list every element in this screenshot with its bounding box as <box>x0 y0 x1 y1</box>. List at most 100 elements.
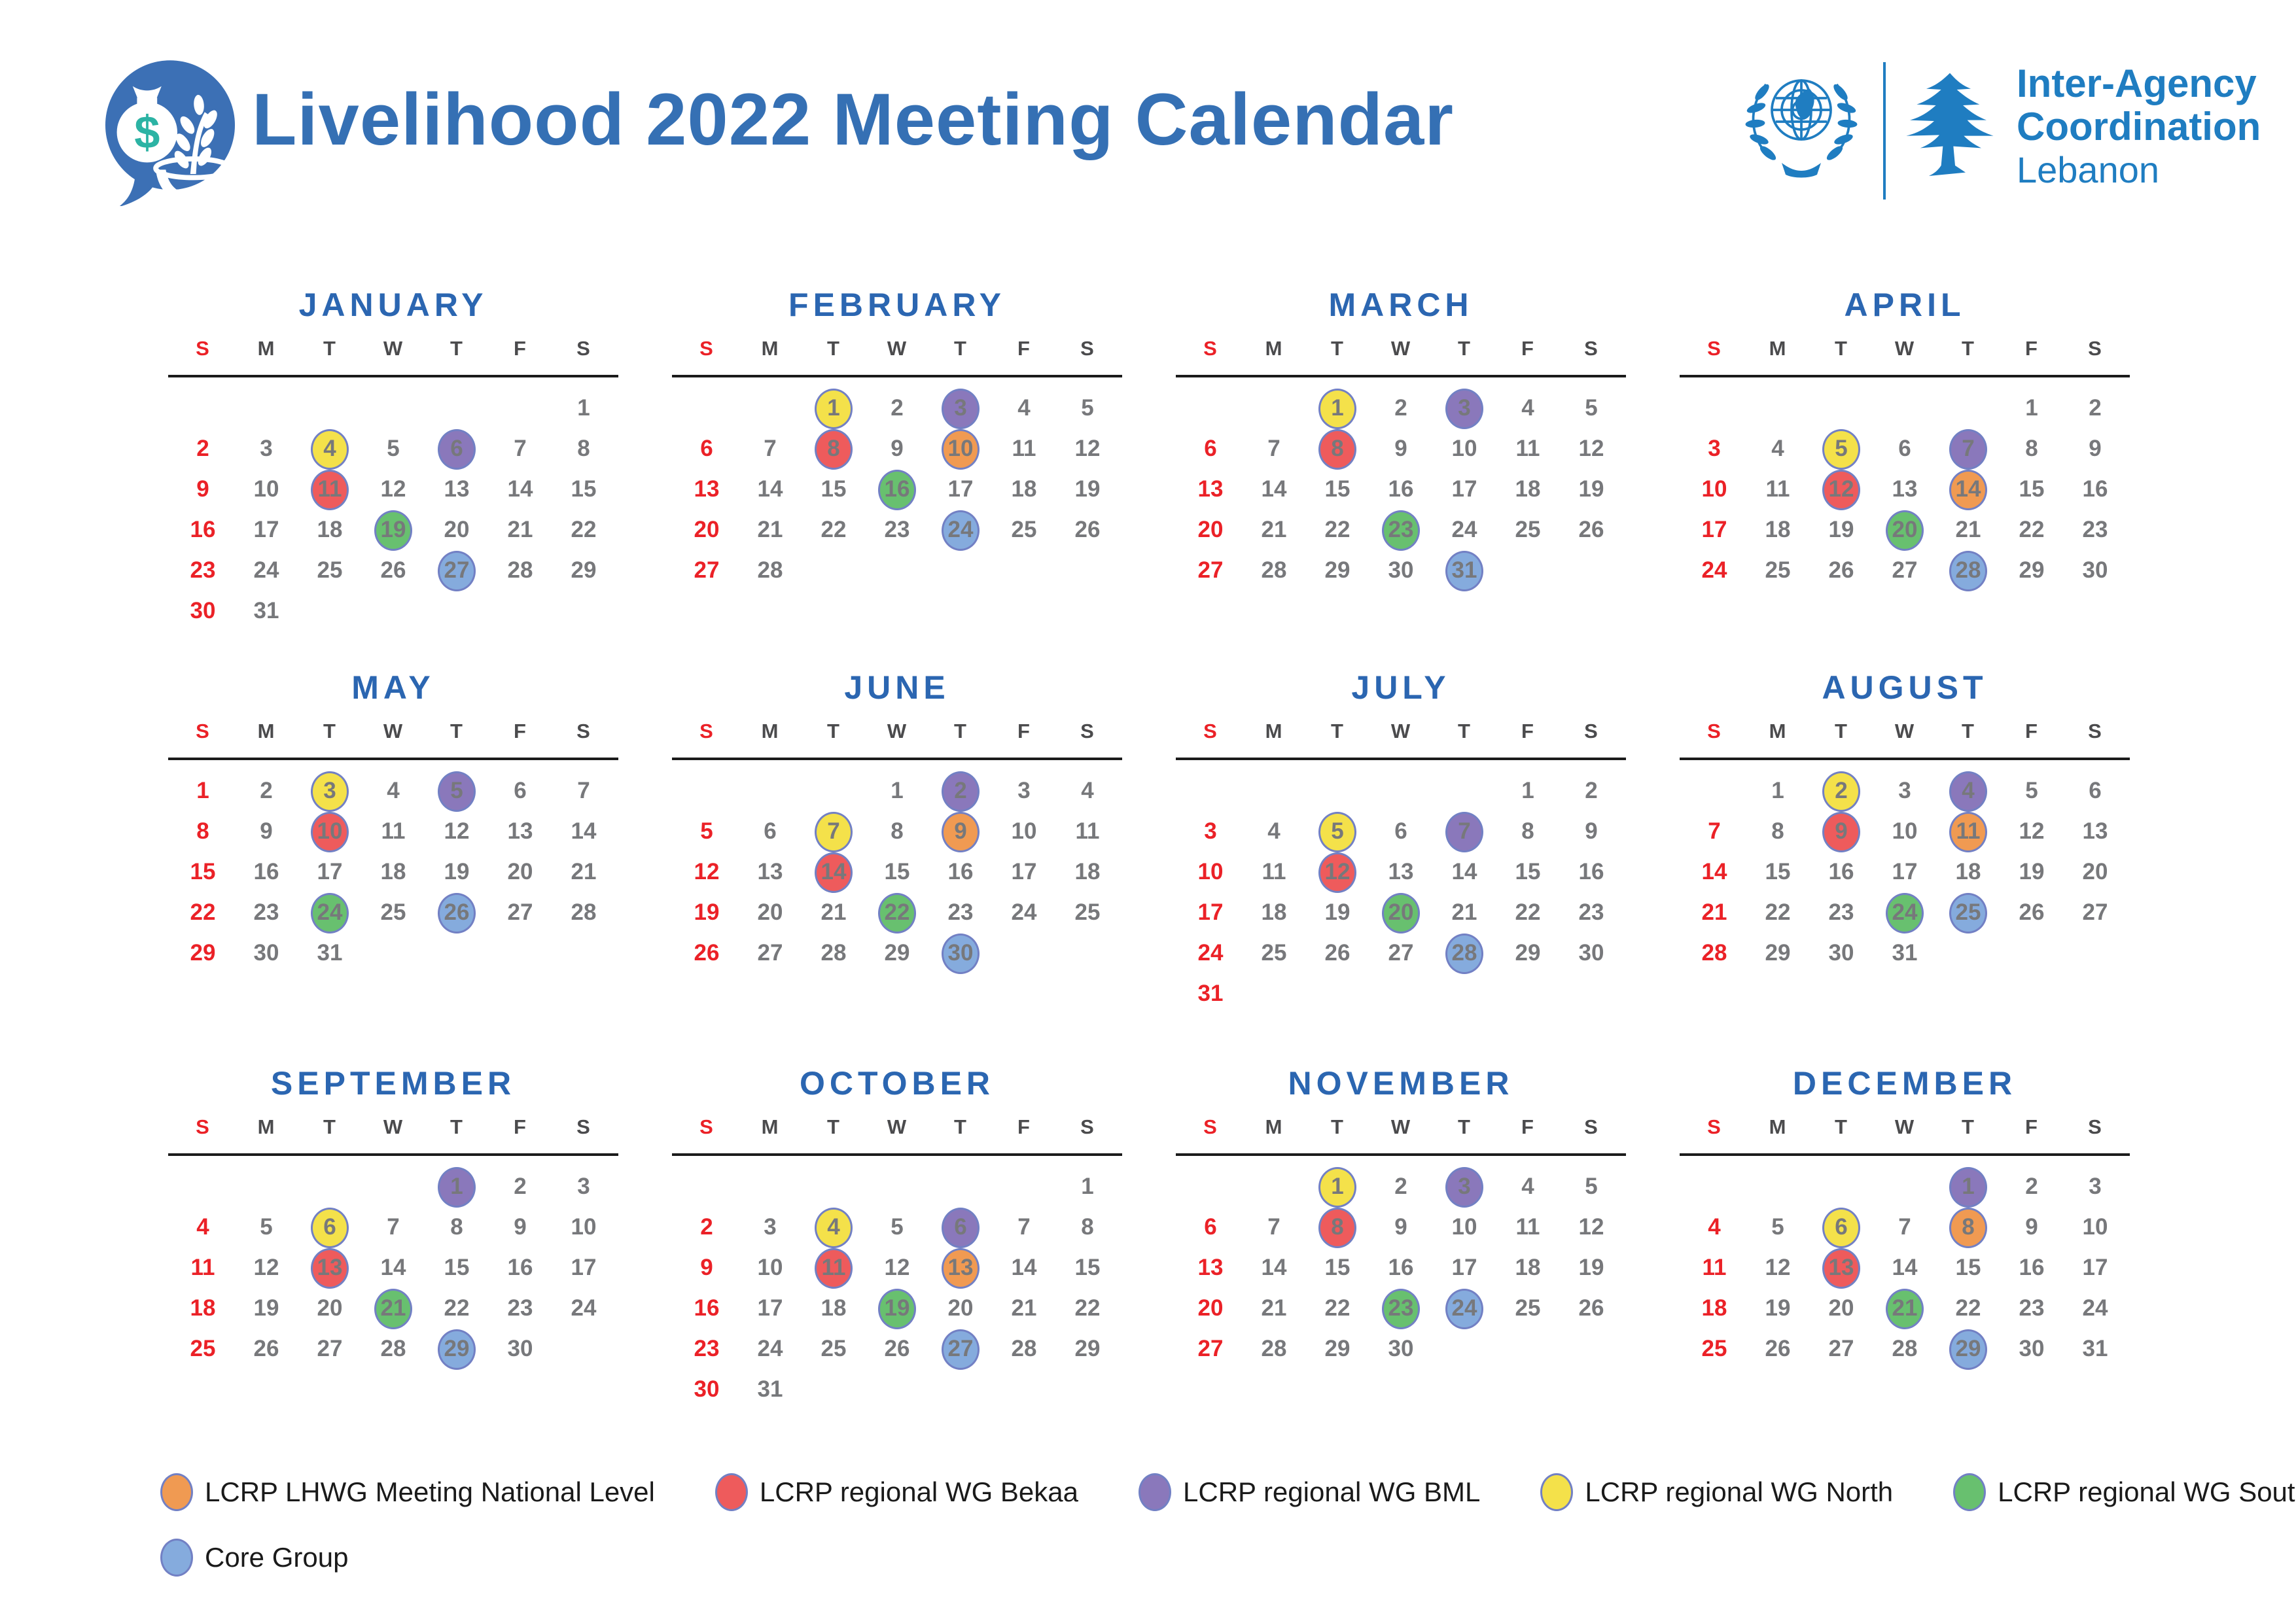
day-number: 29 <box>571 557 597 583</box>
weekday-header: S <box>1584 337 1598 360</box>
day-number: 8 <box>196 818 209 844</box>
event-circle-north <box>1822 429 1860 470</box>
day-number: 29 <box>1765 940 1791 966</box>
event-circle-core <box>942 1329 980 1370</box>
day-number: 26 <box>1578 1295 1604 1321</box>
day-number: 8 <box>1962 1214 1975 1240</box>
weekday-header: F <box>1017 720 1030 742</box>
weekday-header: T <box>450 720 463 742</box>
day-number: 9 <box>260 818 273 844</box>
day-number: 24 <box>317 899 343 925</box>
weekday-header: T <box>1458 1115 1470 1138</box>
day-number: 8 <box>1081 1214 1094 1240</box>
day-number: 2 <box>700 1214 713 1240</box>
day-number: 26 <box>694 940 720 966</box>
weekday-header: S <box>576 720 590 742</box>
day-number: 5 <box>1771 1214 1784 1240</box>
month-february: FEBRUARY S M T W T F S 1 2 3 4 5 6 7 8 9 10 11 12 13 14 15 16 17… <box>671 285 1123 661</box>
month-divider-line <box>672 758 1122 760</box>
day-number: 14 <box>1011 1255 1037 1280</box>
weekday-header: S <box>196 337 209 360</box>
day-number: 19 <box>253 1295 279 1321</box>
event-circle-bekaa <box>815 429 853 470</box>
event-circle-bekaa <box>311 470 349 510</box>
day-number: 9 <box>700 1255 713 1280</box>
legend-label: LCRP regional WG BML <box>1183 1476 1481 1507</box>
day-number: 6 <box>323 1214 336 1240</box>
day-number: 17 <box>1451 476 1477 502</box>
day-number: 24 <box>1451 1295 1477 1321</box>
day-number: 4 <box>387 778 400 803</box>
day-number: 23 <box>1578 899 1604 925</box>
day-number: 16 <box>1388 476 1414 502</box>
day-number: 15 <box>571 476 597 502</box>
day-number: 4 <box>1521 395 1534 421</box>
day-number: 9 <box>1835 818 1848 844</box>
day-number: 17 <box>1451 1255 1477 1280</box>
month-divider-line <box>1680 758 2130 760</box>
day-number: 17 <box>757 1295 783 1321</box>
day-number: 21 <box>507 517 533 542</box>
day-number: 11 <box>1702 1255 1727 1280</box>
day-number: 23 <box>694 1336 720 1361</box>
day-number: 20 <box>757 899 783 925</box>
day-number: 20 <box>1388 899 1414 925</box>
event-circle-bekaa <box>815 1248 853 1289</box>
day-number: 23 <box>1388 1295 1414 1321</box>
un-logo <box>1745 79 1858 178</box>
legend-swatch-north <box>1540 1473 1574 1511</box>
day-number: 1 <box>1081 1174 1094 1199</box>
day-number: 3 <box>1017 778 1031 803</box>
day-number: 23 <box>1388 517 1414 542</box>
weekday-header: T <box>323 337 336 360</box>
day-number: 22 <box>1515 899 1541 925</box>
day-number: 6 <box>1204 1214 1217 1240</box>
day-number: 28 <box>1261 1336 1287 1361</box>
day-number: 28 <box>1955 557 1981 583</box>
event-circle-bml <box>1445 1167 1483 1208</box>
event-circle-north <box>311 429 349 470</box>
day-number: 3 <box>260 436 273 461</box>
weekday-header: S <box>1080 1115 1094 1138</box>
day-number: 30 <box>507 1336 533 1361</box>
day-number: 28 <box>380 1336 406 1361</box>
day-number: 29 <box>1324 557 1351 583</box>
day-number: 26 <box>1765 1336 1791 1361</box>
day-number: 1 <box>827 395 840 421</box>
day-number: 3 <box>1898 778 1911 803</box>
weekday-header: W <box>1390 337 1411 360</box>
day-number: 31 <box>253 598 279 623</box>
day-number: 12 <box>380 476 406 502</box>
event-circle-bml <box>1949 771 1987 812</box>
day-number: 5 <box>1331 818 1344 844</box>
month-title: OCTOBER <box>799 1065 995 1102</box>
day-number: 7 <box>387 1214 400 1240</box>
month-divider-line <box>168 1153 618 1156</box>
day-number: 7 <box>514 436 527 461</box>
day-number: 2 <box>2025 1174 2038 1199</box>
day-number: 14 <box>571 818 597 844</box>
day-number: 13 <box>947 1255 974 1280</box>
logo-divider <box>1883 62 1886 200</box>
event-circle-north <box>311 771 349 812</box>
weekday-header: S <box>576 337 590 360</box>
org-name: Inter-Agency Coordination Lebanon <box>2017 62 2261 192</box>
day-number: 2 <box>2089 395 2102 421</box>
weekday-header: T <box>323 720 336 742</box>
event-circle-south <box>1382 510 1420 551</box>
day-number: 18 <box>1261 899 1287 925</box>
day-number: 20 <box>1828 1295 1854 1321</box>
day-number: 24 <box>2082 1295 2108 1321</box>
weekday-header: W <box>383 337 403 360</box>
weekday-header: M <box>1769 337 1786 360</box>
day-number: 18 <box>821 1295 847 1321</box>
day-number: 2 <box>891 395 904 421</box>
day-number: 31 <box>1892 940 1918 966</box>
day-number: 27 <box>757 940 783 966</box>
livelihood-sector-icon: $ <box>105 60 235 206</box>
day-number: 12 <box>1828 476 1854 502</box>
day-number: 11 <box>1075 818 1100 844</box>
day-number: 14 <box>821 859 847 884</box>
legend-swatch-south <box>1953 1473 1987 1511</box>
day-number: 9 <box>1394 436 1407 461</box>
